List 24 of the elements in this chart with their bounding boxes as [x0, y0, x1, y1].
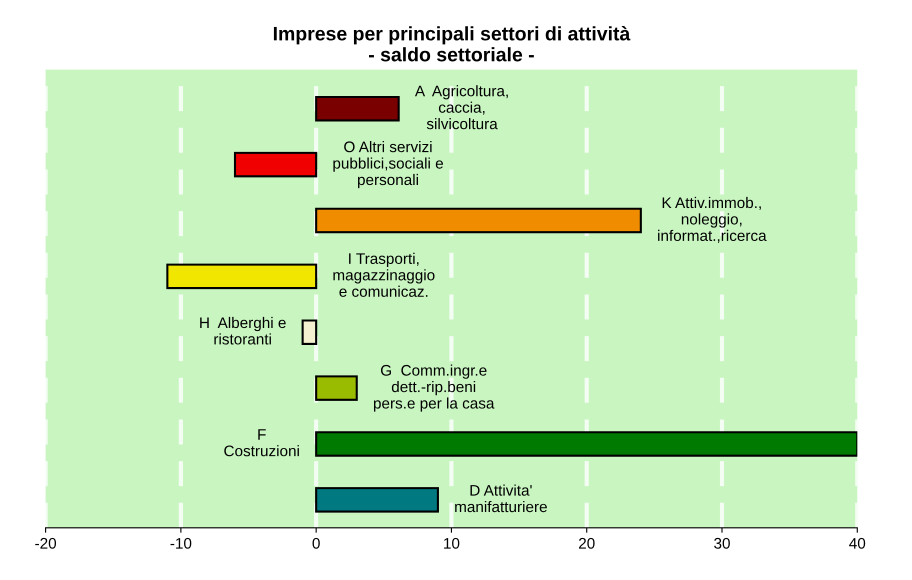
chart-title: Imprese per principali settori di attività - saldo settoriale - — [274, 26, 630, 62]
y-tick-label: K Attiv.immob., noleggio, informat.,ricerca — [658, 196, 767, 243]
y-tick-label: H Alberghi e ristoranti — [200, 316, 286, 345]
bar — [166, 264, 318, 290]
x-tick-label: -10 — [170, 538, 192, 549]
x-tick-label: 20 — [578, 538, 595, 549]
y-tick-label: A Agricoltura, caccia, silvicoltura — [414, 85, 508, 130]
y-tick-label: D Attivita' manifatturiere — [455, 484, 547, 512]
bar — [234, 152, 318, 178]
x-tick-label: 40 — [849, 538, 866, 549]
y-tick-label: O Altri servizi pubblici,sociali e personali — [333, 141, 443, 188]
y-tick-label: I Trasporti, magazzinaggio e comunicaz. — [333, 252, 435, 297]
y-tick-label: F Costruzioni — [224, 429, 299, 456]
y-tick-label: G Comm.ingr.e dett.-rip.beni pers.e per la casa — [374, 364, 494, 412]
x-tick-label: -20 — [35, 538, 56, 549]
x-tick-label: 10 — [444, 538, 460, 549]
bar — [315, 375, 358, 401]
bar — [315, 487, 439, 513]
x-tick-label: 0 — [312, 538, 320, 549]
bar — [302, 319, 318, 346]
bar — [315, 208, 642, 234]
bar — [315, 96, 400, 122]
bar — [315, 431, 858, 457]
x-tick-label: 30 — [714, 538, 730, 549]
